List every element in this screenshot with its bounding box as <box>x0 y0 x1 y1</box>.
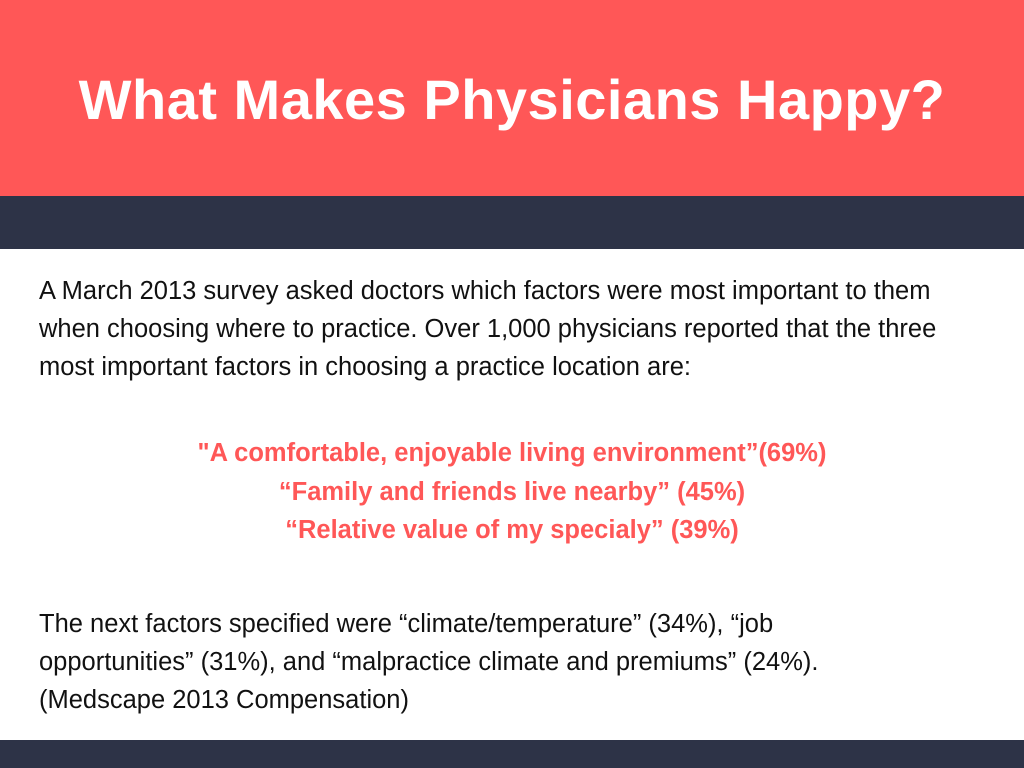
header-divider-band <box>0 196 1024 249</box>
next-factors-paragraph: The next factors specified were “climate… <box>39 605 989 719</box>
factor-item: "A comfortable, enjoyable living environ… <box>197 439 827 467</box>
next-factors-line: opportunities” (31%), and “malpractice c… <box>39 648 819 676</box>
top-factors-list: "A comfortable, enjoyable living environ… <box>0 434 1024 550</box>
footer-band <box>0 740 1024 768</box>
source-citation: (Medscape 2013 Compensation) <box>39 686 409 714</box>
factor-item: “Family and friends live nearby” (45%) <box>278 477 746 506</box>
title-banner: What Makes Physicians Happy? <box>0 0 1024 196</box>
factor-item: “Relative value of my specialy” (39%) <box>285 516 739 544</box>
intro-paragraph: A March 2013 survey asked doctors which … <box>39 277 937 381</box>
next-factors-line: The next factors specified were “climate… <box>39 610 774 638</box>
page-title: What Makes Physicians Happy? <box>78 68 946 131</box>
